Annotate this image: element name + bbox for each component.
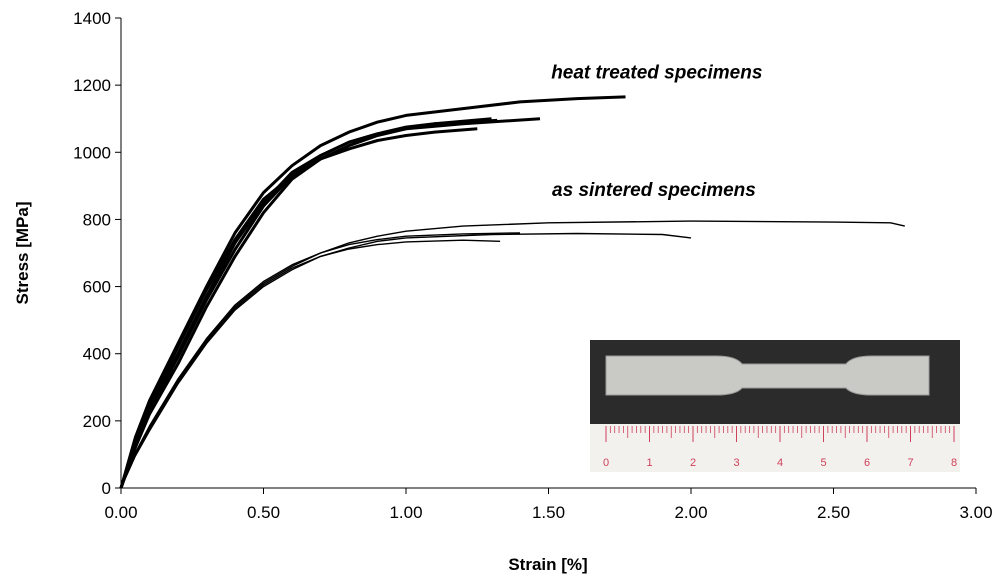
x-tick-label: 2.00 <box>674 503 707 522</box>
ruler-label: 3 <box>733 457 739 469</box>
y-tick-label: 400 <box>83 345 111 364</box>
x-tick-label: 0.00 <box>104 503 137 522</box>
stress-strain-curve <box>119 117 492 489</box>
stress-strain-curve <box>119 95 626 489</box>
ruler <box>590 424 960 472</box>
ruler-label: 1 <box>646 457 652 469</box>
stress-strain-curve <box>119 127 478 489</box>
ruler-label: 5 <box>820 457 826 469</box>
specimen <box>605 355 930 396</box>
y-axis-title: Stress [MPa] <box>13 202 32 305</box>
stress-strain-curve <box>119 117 541 489</box>
x-axis-title: Strain [%] <box>508 555 587 574</box>
stress-strain-curve <box>119 118 498 489</box>
ruler-label: 0 <box>603 457 609 469</box>
y-tick-label: 1000 <box>73 143 111 162</box>
stress-strain-curve <box>120 232 692 489</box>
stress-strain-curve <box>120 220 905 489</box>
y-tick-label: 0 <box>102 479 111 498</box>
ruler-label: 7 <box>907 457 913 469</box>
annotation: as sintered specimens <box>552 180 756 201</box>
x-tick-label: 3.00 <box>959 503 992 522</box>
stress-strain-curve <box>120 239 501 489</box>
ruler-label: 6 <box>864 457 870 469</box>
x-tick-label: 1.50 <box>532 503 565 522</box>
x-tick-label: 0.50 <box>247 503 280 522</box>
y-tick-label: 1400 <box>73 9 111 28</box>
x-tick-label: 2.50 <box>817 503 850 522</box>
y-tick-label: 600 <box>83 278 111 297</box>
ruler-label: 8 <box>951 457 957 469</box>
specimen-photo: 0 1 2 3 4 5 6 7 8 <box>590 340 960 472</box>
annotation: heat treated specimens <box>551 62 762 83</box>
ruler-label: 4 <box>777 457 783 469</box>
y-tick-label: 200 <box>83 412 111 431</box>
stress-strain-curve <box>120 232 521 489</box>
y-tick-label: 800 <box>83 210 111 229</box>
ruler-label: 2 <box>690 457 696 469</box>
x-tick-label: 1.00 <box>389 503 422 522</box>
y-tick-label: 1200 <box>73 76 111 95</box>
